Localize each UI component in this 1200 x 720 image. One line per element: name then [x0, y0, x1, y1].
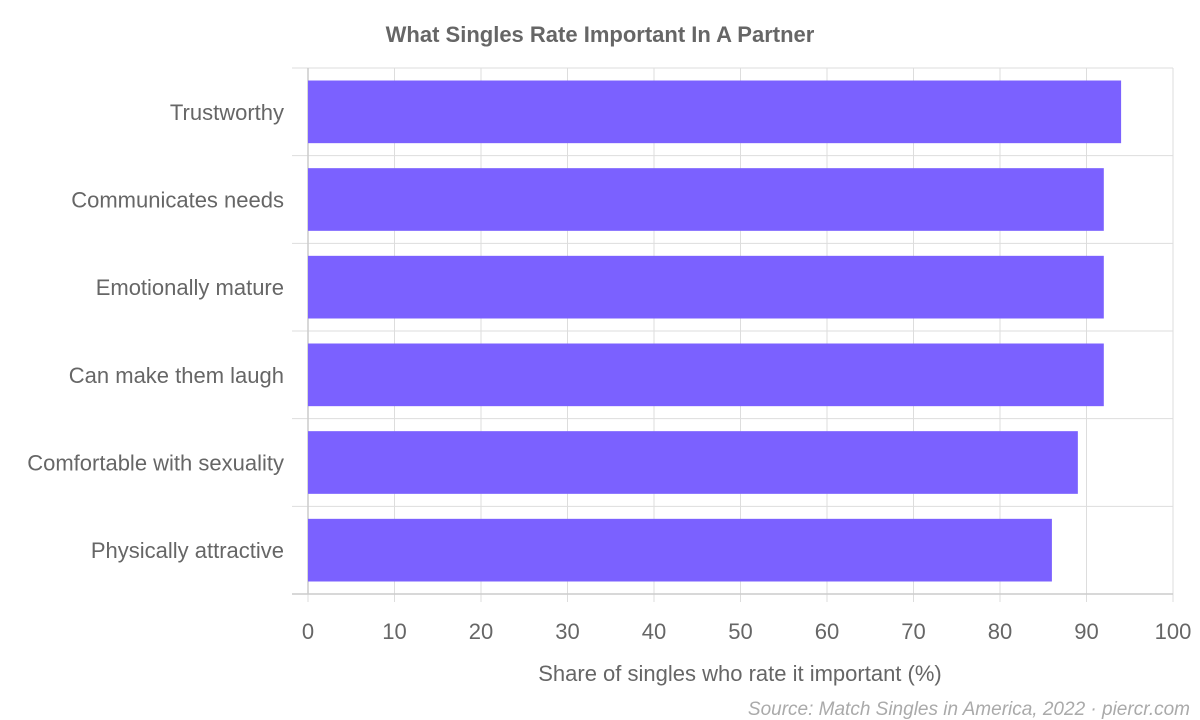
bar [308, 80, 1122, 144]
chart-title: What Singles Rate Important In A Partner [386, 22, 815, 47]
x-tick-label: 50 [728, 619, 752, 644]
x-tick-label: 20 [469, 619, 493, 644]
x-tick-labels: 0 10 20 30 40 50 60 70 80 90 100 [302, 619, 1191, 644]
x-tick-label: 10 [382, 619, 406, 644]
source-note: Source: Match Singles in America, 2022 ·… [748, 699, 1190, 720]
bar [308, 168, 1104, 231]
x-axis-title: Share of singles who rate it important (… [538, 661, 942, 686]
category-labels: Trustworthy Communicates needs Emotionally… [27, 100, 284, 563]
x-tick-label: 90 [1074, 619, 1098, 644]
category-label: Comfortable with sexuality [27, 451, 284, 476]
x-tick-label: 80 [988, 619, 1012, 644]
category-label: Can make them laugh [69, 363, 284, 388]
category-label: Communicates needs [71, 188, 284, 213]
category-label: Physically attractive [91, 538, 284, 563]
x-tick-label: 40 [642, 619, 666, 644]
x-tick-label: 60 [815, 619, 839, 644]
x-tick-label: 30 [555, 619, 579, 644]
category-label: Trustworthy [170, 100, 284, 125]
x-tick-label: 70 [901, 619, 925, 644]
grid [292, 67, 1174, 602]
bar [308, 343, 1104, 407]
category-label: Emotionally mature [96, 275, 284, 300]
x-tick-label: 100 [1155, 619, 1192, 644]
bar [308, 431, 1078, 494]
x-tick-label: 0 [302, 619, 314, 644]
bar [308, 518, 1052, 582]
bar [308, 255, 1104, 319]
bars [308, 80, 1122, 582]
